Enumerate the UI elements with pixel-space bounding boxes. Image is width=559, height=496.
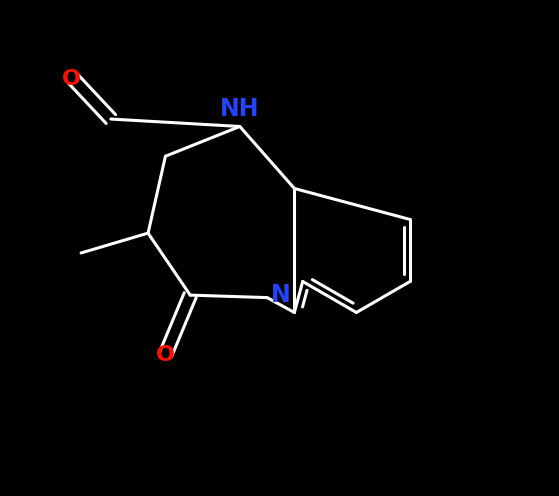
Text: O: O xyxy=(156,345,175,365)
Text: NH: NH xyxy=(220,97,259,121)
Text: O: O xyxy=(61,69,80,89)
Text: N: N xyxy=(271,283,291,307)
